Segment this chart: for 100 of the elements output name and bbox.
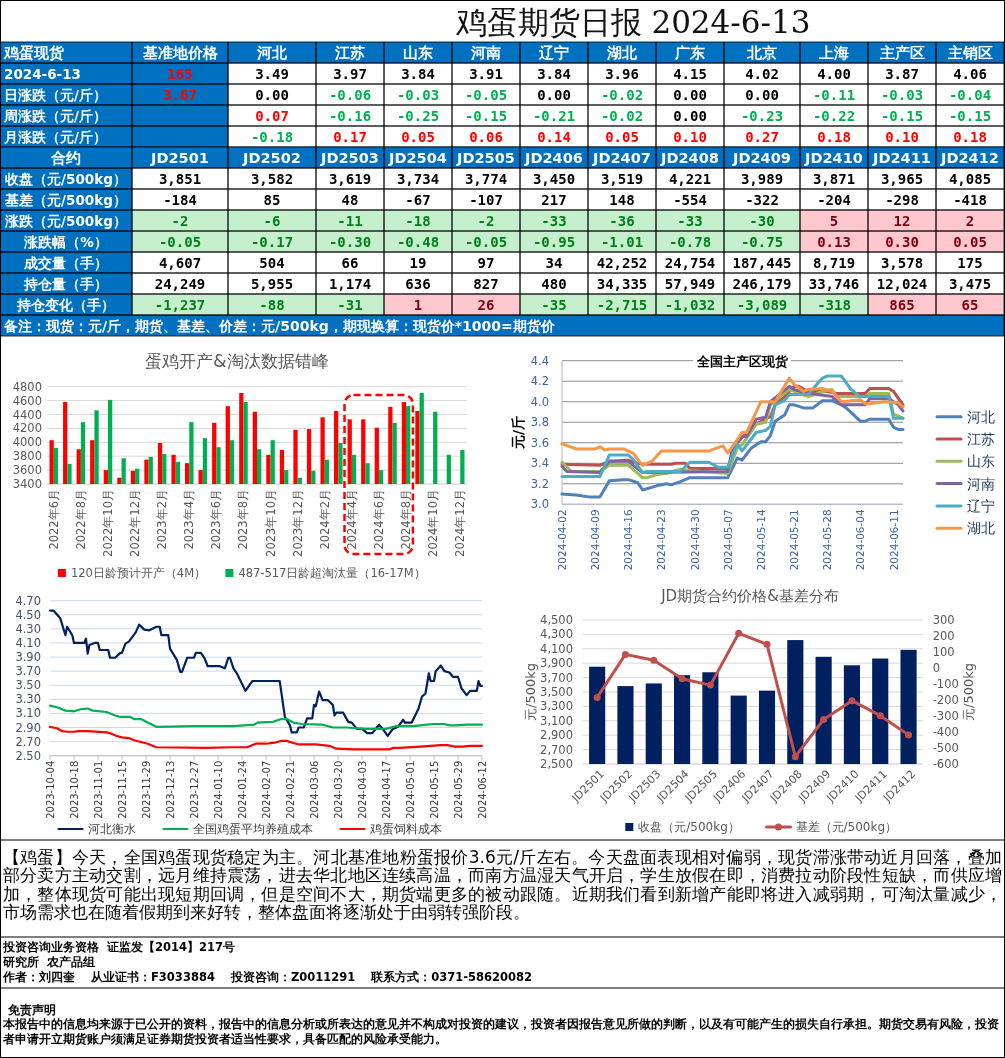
y-tick-label: 3.2 [530, 476, 549, 491]
data-label: 3.96 [605, 65, 639, 82]
text: 持仓量（手） [23, 275, 108, 292]
data-label: 5 [829, 212, 839, 229]
data-label: 0.14 [537, 128, 571, 145]
text: 鸡蛋期货日报 2024-6-13 [454, 4, 811, 40]
y-tick-label: 4,300 [540, 627, 573, 642]
y2-tick-label: 300 [932, 613, 955, 627]
point [876, 712, 884, 720]
y2-tick-label: -600 [932, 757, 959, 771]
x-tick-label: 2024-04-09 [589, 509, 602, 571]
legend-label: 收盘（元/500kg） [638, 820, 740, 834]
data-label: 3,619 [328, 170, 372, 187]
data-label: 3.84 [401, 65, 435, 82]
category-label: 山东 [403, 43, 433, 61]
y-tick-label: 2,900 [540, 728, 573, 743]
y-tick-label: 2,500 [540, 757, 573, 771]
category-label: JD2503 [320, 149, 379, 166]
data-label: 65 [961, 296, 979, 313]
series-label: 持仓变化（手） [16, 296, 115, 313]
data-label: -31 [337, 296, 363, 313]
chart-title: 蛋鸡开产&淘汰数据错峰 [145, 351, 329, 371]
data-label: 1 [413, 296, 423, 313]
x-tick-label: 2024年12月 [453, 489, 468, 557]
data-label: -88 [259, 296, 285, 313]
data-label: -318 [817, 296, 851, 313]
y-tick-label: 4,100 [540, 641, 573, 656]
text: 备注：现货：元/斤，期货、基差、价差：元/500kg，期现换算：现货价*1000=期货价 [3, 317, 556, 334]
y-tick-label: 3,100 [540, 713, 573, 728]
category-label: JD2409 [732, 149, 791, 166]
data-label: -0.30 [328, 233, 372, 250]
data-label: -11 [337, 212, 363, 229]
data-label: 3,578 [880, 254, 924, 271]
data-label: 165 [167, 65, 193, 82]
data-label: 2 [965, 212, 975, 229]
x-tick-label: 2022年6月 [46, 489, 61, 550]
y-tick-label: 3.90 [15, 650, 41, 665]
y-tick-label: 3.10 [15, 706, 41, 721]
x-tick-label: 2024-04-17 [380, 760, 392, 819]
data-label: 3,965 [880, 170, 924, 187]
text: 鸡蛋现货 [3, 43, 65, 62]
data-label: -36 [609, 212, 635, 229]
data-label: 3,475 [948, 275, 992, 292]
series-label: 涨跌幅（%） [23, 233, 108, 250]
data-label: -0.06 [328, 86, 372, 103]
legend-label: 湖北 [967, 520, 995, 537]
y-tick-label: 3.4 [530, 456, 549, 471]
x-tick-label: 2024-04-02 [556, 509, 568, 571]
point [905, 731, 913, 739]
point [650, 656, 658, 664]
y2-tick-label: 0 [932, 661, 941, 675]
y-tick-label: 3,500 [540, 685, 573, 699]
text: 合约 [50, 148, 81, 167]
text: 作者：刘四奎 从业证书：F3033884 投资咨询：Z0011291 联系方式：0371-58620082 [3, 970, 534, 984]
x-tick-label: 2023年12月 [290, 489, 305, 557]
data-label: -554 [673, 191, 707, 208]
data-label: 4.00 [817, 65, 851, 82]
data-label: 3,851 [158, 170, 202, 187]
data-label: -0.23 [740, 107, 784, 124]
legend-label: 山东 [967, 453, 995, 470]
category-label: 河南 [470, 44, 501, 61]
y2-tick-label: -200 [932, 693, 959, 707]
x-tick-label: 2024-01-10 [212, 760, 224, 819]
x-tick-label: 2024-04-23 [655, 509, 668, 571]
data-label: 3.97 [333, 65, 367, 82]
point [848, 697, 856, 705]
data-label: 0.10 [885, 128, 919, 145]
data-label: -418 [953, 191, 987, 208]
category-label: JD2502 [242, 149, 301, 166]
data-label: -67 [405, 191, 431, 208]
data-label: 4.02 [745, 65, 779, 82]
data-label: 504 [259, 254, 285, 271]
data-label: 12,024 [876, 275, 928, 292]
y-tick-label: 4,500 [540, 613, 573, 627]
y-axis-title: 元/斤 [510, 415, 526, 451]
data-label: -0.48 [396, 233, 440, 250]
data-label: 1,174 [328, 275, 372, 292]
data-label: 0.30 [885, 233, 919, 250]
x-tick-label: 2024-06-12 [476, 760, 488, 819]
series-label: 日涨跌（元/斤） [4, 86, 107, 103]
category-label: JD2411 [872, 149, 931, 166]
x-tick-label: 2024年6月 [371, 489, 386, 550]
y-tick-label: 4.0 [530, 394, 549, 409]
data-label: -0.15 [464, 107, 508, 124]
y-tick-label: 4000 [12, 435, 42, 450]
data-label: -107 [469, 191, 503, 208]
data-label: 827 [473, 275, 499, 292]
y-tick-label: 4800 [12, 379, 42, 394]
data-label: 0.18 [953, 128, 987, 145]
data-label: 3.49 [255, 65, 289, 82]
data-label: -0.21 [532, 107, 576, 124]
legend-label: 鸡蛋饲料成本 [368, 822, 442, 836]
category-label: JD2410 [804, 149, 863, 166]
data-label: 3,774 [464, 170, 508, 187]
data-label: 0.00 [673, 107, 707, 124]
data-label: 3.67 [163, 86, 197, 103]
y2-tick-label: -300 [932, 709, 959, 723]
x-tick-label: 2022年10月 [100, 489, 115, 557]
x-tick-label: 2024-02-21 [284, 760, 296, 819]
data-label: 0.13 [817, 233, 851, 250]
